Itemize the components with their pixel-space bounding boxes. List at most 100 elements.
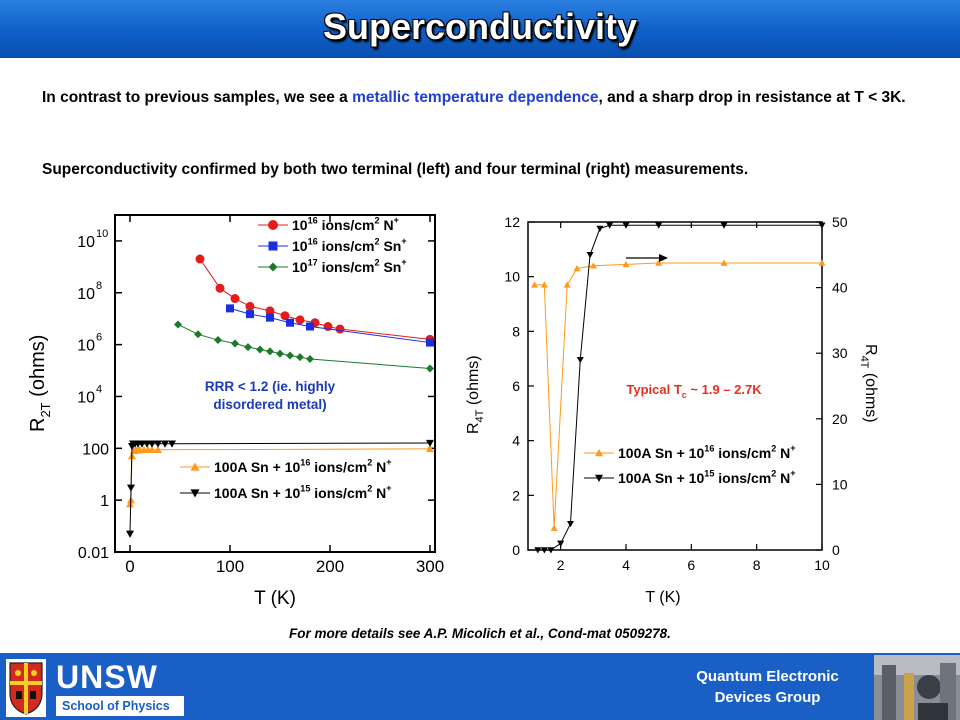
data-point-series-2 xyxy=(596,225,604,233)
legend-bottom-entry-1-unit: ions/cm xyxy=(310,459,367,475)
legend-bottom-entry-2-charge: + xyxy=(386,483,391,493)
y-tick-base: 1 xyxy=(100,493,109,510)
legend-marker xyxy=(190,489,200,498)
legend-entry-1-exponent: 16 xyxy=(704,444,714,454)
data-point-series-1 xyxy=(573,264,581,272)
legend-entry-2-exponent: 15 xyxy=(704,469,714,479)
y-left-tick-label: 8 xyxy=(512,323,520,339)
annotation-line: RRR < 1.2 (ie. highly xyxy=(205,379,336,394)
data-point-series-3 xyxy=(194,330,202,339)
x-tick-label: 6 xyxy=(687,557,695,573)
intro-text-end: , and a sharp drop in resistance at T < … xyxy=(598,89,906,106)
data-point-series-3 xyxy=(426,364,434,373)
y-tick-base: 10 xyxy=(77,234,95,251)
data-point-series-1 xyxy=(655,259,663,266)
data-point-series-2 xyxy=(557,540,565,547)
data-point-series-1 xyxy=(550,524,558,531)
legend-top-entry-3-charge: + xyxy=(401,257,406,267)
legend-top-entry-3: 1017 ions/cm2 Sn+ xyxy=(292,257,407,275)
y-tick-label: 10 xyxy=(77,389,95,406)
legend-top-entry-3-ion: Sn xyxy=(380,259,402,275)
y-tick-base: 10 xyxy=(77,338,95,355)
data-point-series-2 xyxy=(246,310,254,319)
x-tick-label: 4 xyxy=(622,557,630,573)
series-line-3 xyxy=(177,323,431,369)
y-right-axis-unit: (ohms) xyxy=(862,368,879,422)
unsw-crest-icon xyxy=(6,659,46,717)
data-point-series-2 xyxy=(306,322,314,331)
legend-entry-1-unit: ions/cm xyxy=(714,445,771,461)
x-tick-label: 200 xyxy=(316,557,344,576)
intro-text-start: In contrast to previous samples, we see … xyxy=(42,89,353,106)
series-line-1 xyxy=(534,262,822,529)
y-tick-label: 1 xyxy=(100,493,109,510)
legend-marker xyxy=(268,241,278,251)
x-tick-label: 10 xyxy=(814,557,830,573)
data-point-series-2 xyxy=(426,338,434,347)
data-point-series-5 xyxy=(126,530,134,538)
group-name: Quantum Electronic Devices Group xyxy=(665,666,870,708)
y-axis-unit: (ohms) xyxy=(27,335,49,403)
data-point-series-2 xyxy=(818,222,826,229)
data-point-series-2 xyxy=(534,547,542,554)
y-tick-label: 10 xyxy=(77,338,95,355)
legend-marker xyxy=(190,462,200,471)
data-point-series-1 xyxy=(531,281,539,288)
data-point-series-2 xyxy=(606,222,614,229)
data-point-series-3 xyxy=(174,320,182,329)
y-tick-label: 10 xyxy=(77,234,95,251)
legend-top-entry-1-unit-exponent: 2 xyxy=(375,216,380,226)
data-point-series-1 xyxy=(335,324,345,334)
y-left-axis-unit: (ohms) xyxy=(465,355,482,409)
legend-bottom-entry-1-ion: N xyxy=(372,459,386,475)
x-axis-label: T (K) xyxy=(254,588,296,609)
y-axis-symbol: R xyxy=(27,418,49,432)
y-axis-label: R2T (ohms) xyxy=(27,335,53,432)
legend-bottom-entry-1-prefix: 100A Sn + 10 xyxy=(214,459,300,475)
annotation-tc-subscript: c xyxy=(682,390,687,400)
y-tick-base: 100 xyxy=(82,441,109,458)
data-point-series-3 xyxy=(244,343,252,352)
y-right-tick-label: 50 xyxy=(832,214,848,230)
legend-entry-2-prefix: 100A Sn + 10 xyxy=(618,470,704,486)
title-bar xyxy=(0,0,960,58)
data-point-series-1 xyxy=(540,281,548,288)
legend-entry-1-unit-exponent: 2 xyxy=(771,444,776,454)
y-right-axis-subscript: 4T xyxy=(858,356,870,369)
data-point-series-1 xyxy=(295,315,305,325)
y-tick-base: 0.01 xyxy=(78,545,109,562)
x-tick-label: 8 xyxy=(753,557,761,573)
data-point-series-1 xyxy=(720,259,728,266)
legend-bottom-entry-2-ion: N xyxy=(372,485,386,501)
data-point-series-1 xyxy=(230,294,240,304)
legend-entry-1-charge: + xyxy=(790,443,795,453)
legend-top-entry-3-exponent: 17 xyxy=(308,258,318,268)
y-left-axis-symbol: R xyxy=(465,422,482,434)
data-point-series-2 xyxy=(655,222,663,229)
annotation-line: disordered metal) xyxy=(213,397,326,412)
data-point-series-5 xyxy=(168,440,176,448)
legend-top-entry-2-unit: ions/cm xyxy=(318,238,375,254)
y-left-tick-label: 2 xyxy=(512,487,520,503)
intro-highlight: metallic temperature dependence xyxy=(352,89,599,106)
legend-marker xyxy=(268,220,278,230)
legend-top-entry-2-ion: Sn xyxy=(380,238,402,254)
legend-entry-2-ion: N xyxy=(776,470,790,486)
data-point-series-3 xyxy=(231,339,239,348)
y-right-tick-label: 10 xyxy=(832,476,848,492)
data-point-series-2 xyxy=(622,222,630,229)
legend-top-entry-3-prefix: 10 xyxy=(292,259,308,275)
data-point-series-5 xyxy=(426,439,434,448)
data-point-series-1 xyxy=(245,301,255,311)
legend-top-entry-2-prefix: 10 xyxy=(292,238,308,254)
y-left-axis-subscript: 4T xyxy=(474,409,486,422)
y-right-tick-label: 0 xyxy=(832,542,840,558)
legend-top-entry-1-ion: N xyxy=(380,217,394,233)
y-right-axis-label: R4T (ohms) xyxy=(858,344,879,423)
data-point-series-4 xyxy=(426,444,434,453)
data-point-series-1 xyxy=(589,262,597,269)
plot-frame xyxy=(114,214,436,553)
data-point-series-1 xyxy=(280,311,290,321)
